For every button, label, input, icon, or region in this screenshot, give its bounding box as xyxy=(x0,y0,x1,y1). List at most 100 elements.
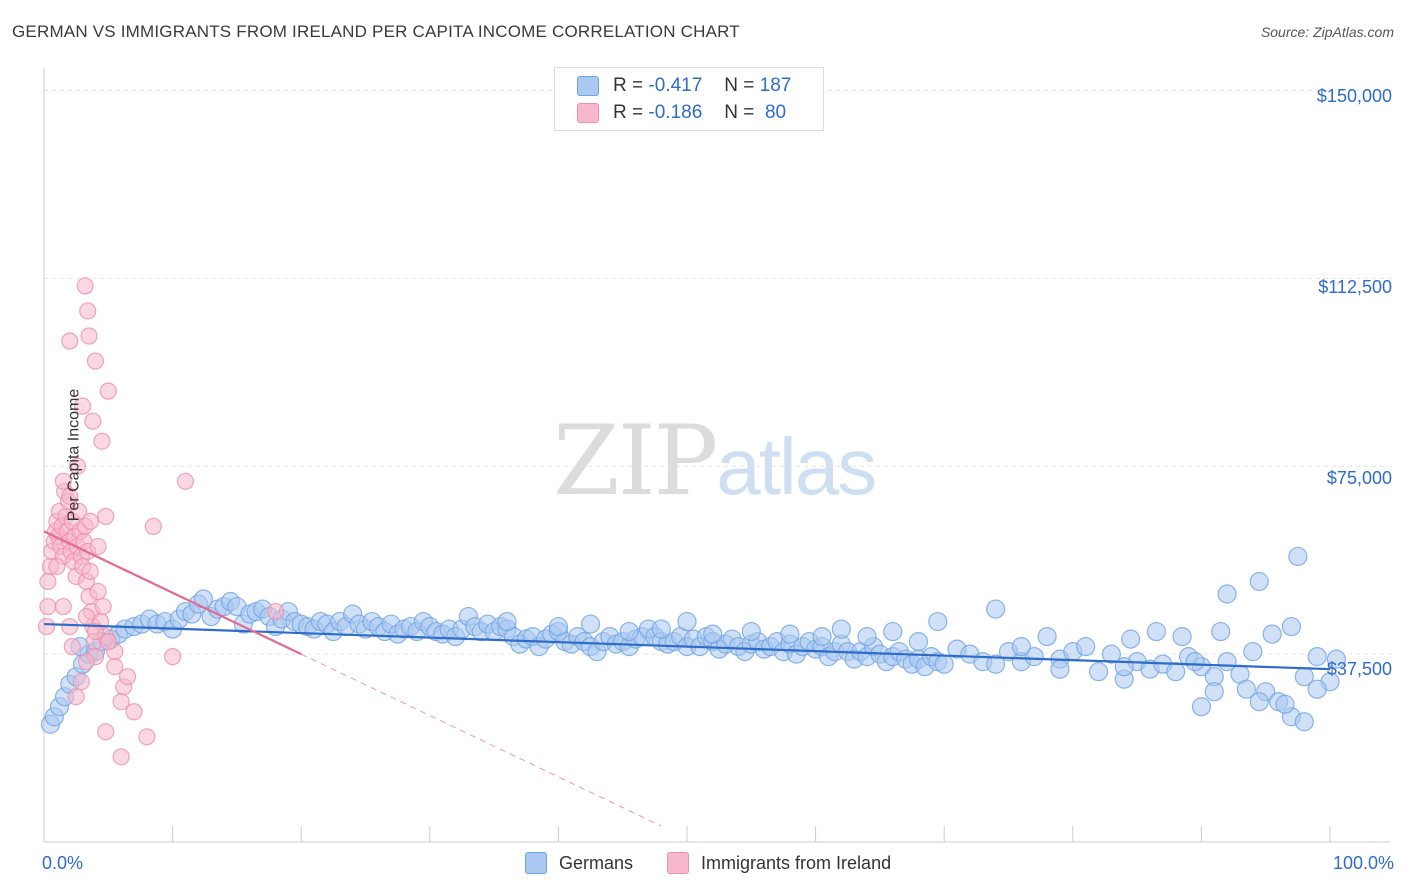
trend-extension-ireland xyxy=(300,653,662,827)
point-germans xyxy=(1211,621,1231,642)
series-legend: Germans Immigrants from Ireland xyxy=(525,852,925,874)
point-ireland xyxy=(81,512,99,530)
point-germans xyxy=(1101,644,1121,664)
point-ireland xyxy=(54,597,72,616)
legend-item-ireland[interactable]: Immigrants from Ireland xyxy=(667,852,891,874)
legend-item-germans[interactable]: Germans xyxy=(525,852,633,874)
point-germans xyxy=(1166,662,1186,682)
point-germans xyxy=(619,621,639,642)
point-ireland xyxy=(176,472,195,490)
point-germans xyxy=(1281,616,1302,637)
point-germans xyxy=(986,599,1006,619)
point-ireland xyxy=(86,352,105,370)
point-germans xyxy=(1172,626,1192,647)
legend-n-value: 187 xyxy=(759,75,792,96)
point-ireland xyxy=(118,668,137,686)
legend-r-label: R = xyxy=(613,75,644,96)
point-germans xyxy=(857,626,877,647)
chart-title: GERMAN VS IMMIGRANTS FROM IRELAND PER CA… xyxy=(12,22,740,41)
legend-n-value: 80 xyxy=(764,102,787,123)
legend-r-value: -0.186 xyxy=(648,102,703,123)
point-ireland xyxy=(39,572,57,591)
point-ireland xyxy=(93,432,111,450)
point-germans xyxy=(1307,647,1327,667)
point-ireland xyxy=(72,673,90,691)
legend-n-label: N = xyxy=(724,75,755,96)
point-germans xyxy=(1217,584,1237,604)
point-ireland xyxy=(61,487,79,505)
point-germans xyxy=(1185,652,1205,672)
point-germans xyxy=(1204,682,1224,702)
point-germans xyxy=(1262,624,1282,644)
point-ireland xyxy=(97,507,115,525)
point-ireland xyxy=(266,602,285,621)
point-germans xyxy=(986,654,1006,674)
point-germans xyxy=(651,619,671,639)
point-ireland xyxy=(99,382,117,400)
point-germans xyxy=(908,632,929,652)
watermark: ZIPatlas xyxy=(553,405,877,517)
point-ireland xyxy=(138,728,156,746)
point-germans xyxy=(1307,679,1327,699)
point-ireland xyxy=(68,457,87,475)
watermark-zip: ZIP xyxy=(553,405,718,517)
legend-r-label: R = xyxy=(613,102,644,123)
point-ireland xyxy=(164,648,182,666)
point-ireland xyxy=(99,633,117,651)
point-germans xyxy=(677,611,697,632)
trend-line-ireland xyxy=(43,530,302,656)
point-germans xyxy=(580,614,601,634)
point-ireland xyxy=(79,302,97,320)
point-ireland xyxy=(48,557,66,576)
y-axis-label: Per Capita Income xyxy=(65,388,83,522)
point-germans xyxy=(1191,697,1212,717)
point-germans xyxy=(1024,647,1044,667)
legend-row-ireland: R = -0.186 N = 80 xyxy=(577,101,786,125)
point-ireland xyxy=(39,597,57,616)
point-germans xyxy=(703,624,723,644)
point-ireland xyxy=(144,517,162,535)
legend-swatch-germans xyxy=(577,76,599,96)
point-ireland xyxy=(80,327,98,345)
point-ireland xyxy=(73,397,92,415)
point-germans xyxy=(1076,637,1096,657)
point-germans xyxy=(1249,571,1269,592)
y-tick-label: $75,000 xyxy=(1326,468,1392,488)
point-germans xyxy=(812,626,832,647)
point-germans xyxy=(1326,649,1347,669)
point-germans xyxy=(1121,629,1141,649)
point-ireland xyxy=(81,562,99,581)
point-germans xyxy=(1249,692,1269,712)
point-ireland xyxy=(67,688,85,706)
legend-label-germans: Germans xyxy=(559,852,634,873)
point-ireland xyxy=(77,607,96,626)
point-germans xyxy=(1011,637,1031,657)
legend-swatch-ireland xyxy=(667,852,690,874)
point-ireland xyxy=(54,472,72,490)
point-ireland xyxy=(125,703,143,721)
x-tick-label-max: 100.0% xyxy=(1332,853,1394,873)
point-germans xyxy=(1088,662,1109,682)
point-germans xyxy=(497,611,517,632)
point-germans xyxy=(934,654,954,674)
point-germans xyxy=(741,621,761,642)
trend-line-germans xyxy=(43,622,1331,671)
point-germans xyxy=(1146,621,1166,642)
point-ireland xyxy=(106,658,124,676)
point-germans xyxy=(1294,712,1314,732)
y-tick-label: $150,000 xyxy=(1316,86,1392,106)
point-germans xyxy=(1050,659,1070,679)
point-ireland xyxy=(89,582,107,601)
legend-label-ireland: Immigrants from Ireland xyxy=(701,852,892,873)
point-germans xyxy=(928,611,948,632)
point-germans xyxy=(883,621,903,642)
point-germans xyxy=(1037,626,1057,647)
point-germans xyxy=(780,624,800,644)
point-germans xyxy=(1236,679,1257,699)
point-ireland xyxy=(77,653,96,671)
point-germans xyxy=(548,616,569,637)
source-label: Source: ZipAtlas.com xyxy=(1260,24,1394,40)
legend-n-label: N = xyxy=(724,102,755,123)
point-ireland xyxy=(97,723,115,741)
